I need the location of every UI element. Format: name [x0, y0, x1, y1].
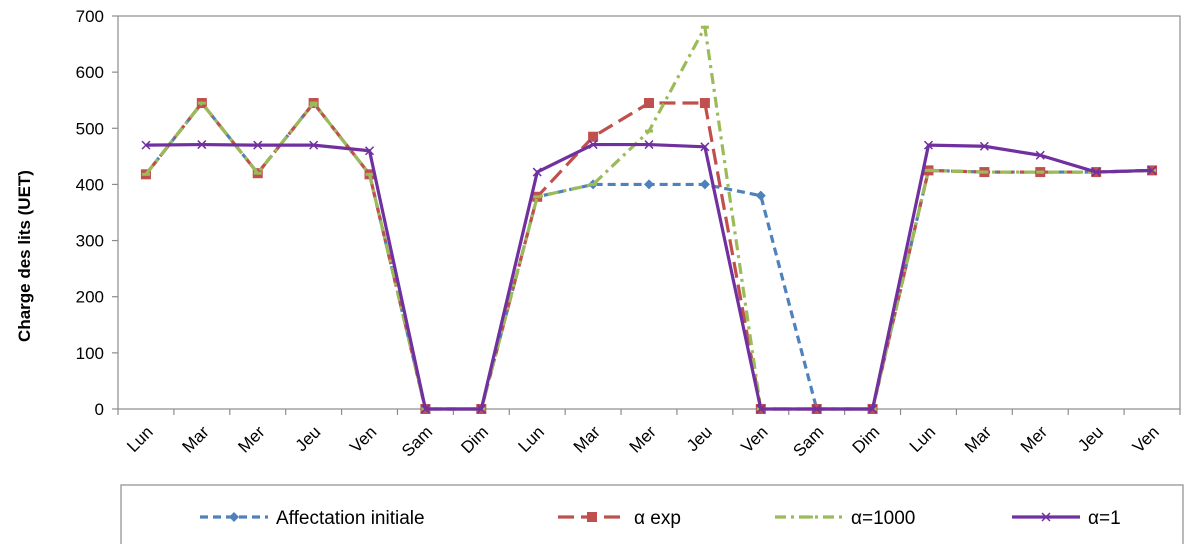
data-point — [253, 140, 263, 150]
legend-box — [120, 484, 1184, 544]
y-tick-label: 500 — [76, 119, 104, 138]
legend-label: α exp — [634, 508, 681, 529]
data-point — [1147, 165, 1157, 175]
data-point — [644, 98, 654, 109]
data-point — [588, 140, 598, 150]
x-tick-label: Jeu — [1074, 422, 1107, 455]
x-tick-label: Ven — [346, 422, 380, 456]
data-point — [141, 140, 151, 150]
y-tick-label: 600 — [76, 63, 104, 82]
data-point — [812, 404, 822, 414]
x-tick-label: Dim — [457, 422, 492, 457]
y-tick-label: 700 — [76, 7, 104, 26]
data-point — [364, 146, 375, 156]
data-point — [1091, 167, 1101, 177]
y-tick-label: 300 — [76, 232, 104, 251]
x-tick-label: Sam — [789, 422, 827, 460]
plot-frame — [117, 15, 1181, 410]
data-point — [700, 142, 710, 152]
x-tick-label: Jeu — [292, 422, 325, 455]
data-point — [420, 404, 430, 414]
series-line — [144, 25, 1153, 411]
x-tick-label: Mer — [626, 422, 660, 456]
legend: Affectation initiale α exp α=1000 α=1 — [120, 484, 1184, 544]
data-point — [699, 179, 710, 190]
legend-marker — [1041, 512, 1051, 522]
data-point — [309, 140, 319, 150]
legend-label: α=1000 — [851, 508, 915, 529]
y-axis-title: Charge des lits (UET) — [15, 170, 34, 342]
data-point — [699, 98, 710, 109]
data-point — [756, 404, 766, 414]
x-tick-label: Ven — [1129, 422, 1163, 456]
x-tick-label: Lun — [515, 422, 548, 455]
y-tick-label: 400 — [76, 175, 104, 194]
y-tick-label: 0 — [95, 400, 104, 419]
x-tick-label: Sam — [398, 422, 436, 460]
x-tick-label: Dim — [849, 422, 884, 457]
legend-label: α=1 — [1088, 508, 1121, 529]
x-tick-label: Mer — [234, 422, 268, 456]
data-point — [588, 131, 599, 142]
y-tick-label: 100 — [76, 344, 104, 363]
x-tick-label: Mar — [179, 422, 213, 456]
x-tick-label: Lun — [906, 422, 939, 455]
x-tick-label: Mer — [1017, 422, 1051, 456]
data-point — [755, 190, 766, 201]
data-point — [923, 140, 934, 150]
x-tick-label: Mar — [961, 422, 995, 456]
y-tick-label: 200 — [76, 288, 104, 307]
data-point — [532, 167, 542, 177]
data-point — [197, 140, 207, 150]
series-3 — [141, 140, 1157, 414]
legend-marker — [229, 512, 239, 522]
x-tick-label: Lun — [123, 422, 156, 455]
x-tick-label: Jeu — [683, 422, 716, 455]
data-point — [644, 140, 654, 150]
plot-area: 0 100 200 300 400 500 600 700 Lun Mar Mer Jeu Ven Sam… — [76, 7, 1181, 461]
x-tick-label: Mar — [570, 422, 604, 456]
data-point — [476, 404, 486, 414]
x-tick-label: Ven — [737, 422, 771, 456]
legend-marker — [587, 512, 597, 522]
data-point — [1035, 150, 1045, 160]
data-point — [979, 141, 989, 151]
series-2 — [141, 25, 1157, 411]
legend-label: Affectation initiale — [276, 508, 425, 529]
data-point — [644, 179, 654, 190]
data-point — [868, 404, 878, 414]
